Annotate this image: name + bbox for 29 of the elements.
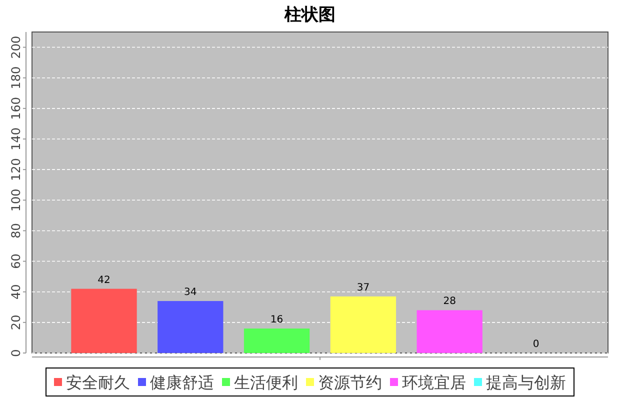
data-label: 37 — [356, 282, 370, 294]
y-tick-label: 40 — [9, 284, 23, 300]
data-label: 28 — [443, 296, 456, 308]
data-label: 34 — [184, 287, 197, 298]
data-label: 42 — [98, 274, 110, 286]
y-tick-label: 200 — [9, 36, 23, 59]
legend-label: 提高与创新 — [486, 373, 566, 392]
legend-label: 资源节约 — [318, 373, 382, 392]
bar — [416, 310, 482, 353]
data-label: 16 — [270, 314, 284, 326]
bar — [330, 296, 396, 353]
y-tick-label: 0 — [9, 349, 23, 357]
legend-label: 安全耐久 — [66, 373, 130, 392]
bar — [158, 301, 224, 353]
legend-label: 环境宜居 — [402, 373, 466, 392]
chart-title: 柱状图 — [284, 5, 336, 25]
bar — [244, 328, 310, 353]
data-label: 0 — [532, 339, 540, 350]
legend-label: 健康舒适 — [150, 373, 214, 392]
y-tick-label: 120 — [9, 158, 23, 182]
y-tick-label: 140 — [9, 128, 23, 150]
bar — [71, 288, 137, 353]
y-tick-label: 180 — [9, 66, 23, 90]
legend-label: 生活便利 — [234, 373, 298, 392]
y-tick-label: 60 — [9, 254, 23, 269]
y-tick-label: 20 — [9, 314, 23, 330]
y-tick-label: 160 — [9, 96, 23, 120]
y-tick-label: 100 — [9, 188, 23, 212]
y-tick-label: 80 — [9, 223, 23, 238]
